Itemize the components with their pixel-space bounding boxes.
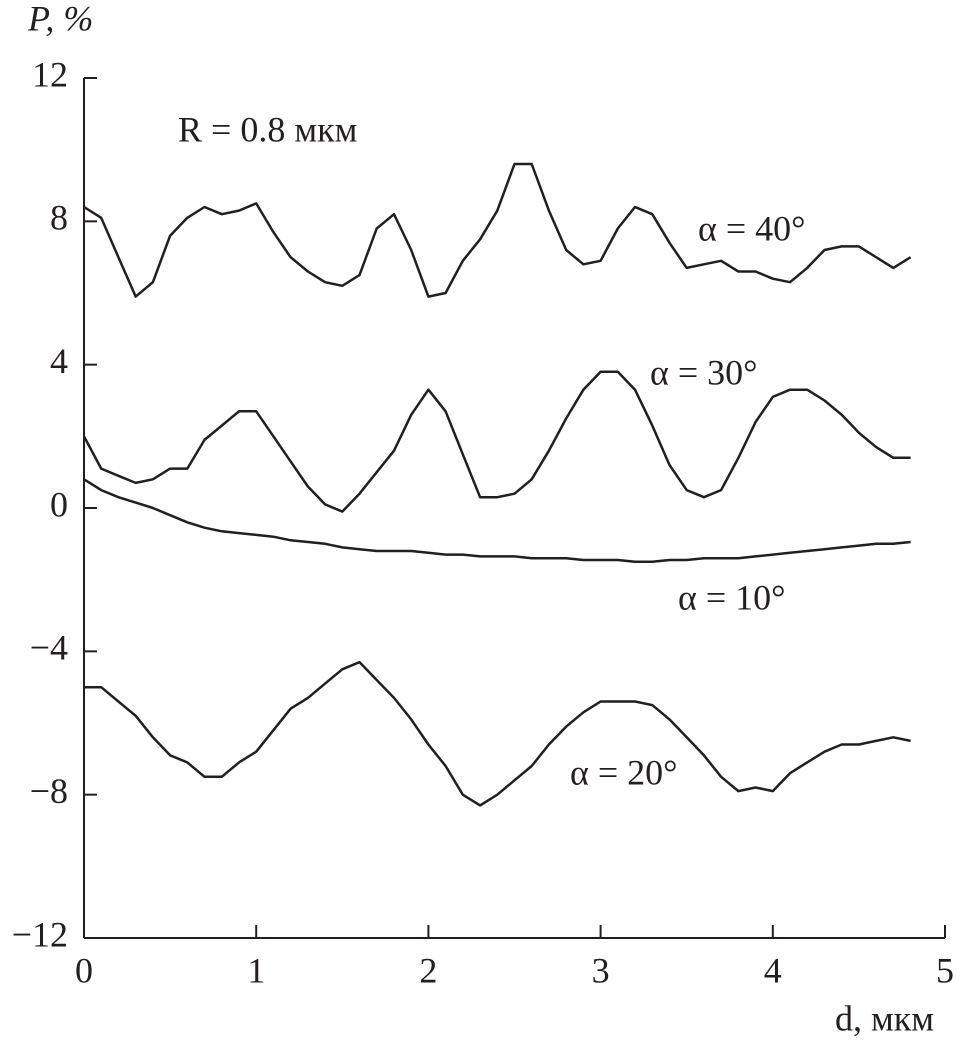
series-label: α = 40° [698,208,806,248]
series-label: α = 30° [650,352,758,392]
series-line [83,478,911,564]
x-axis-label: d, мкм [835,998,934,1038]
y-tick-label: 12 [32,54,68,94]
x-tick-label: 0 [75,950,93,990]
x-tick-label: 4 [764,950,782,990]
y-tick-label: 0 [50,484,68,524]
y-tick-label: −8 [30,771,68,811]
y-tick-label: 4 [50,341,68,381]
x-tick-label: 2 [419,950,437,990]
y-tick-label: −12 [12,914,68,954]
annotation: R = 0.8 мкм [178,109,357,149]
y-tick-label: 8 [50,198,68,238]
y-tick-label: −4 [30,628,68,668]
series-line [82,370,911,513]
series-line [83,162,912,298]
x-tick-label: 1 [247,950,265,990]
x-tick-label: 3 [592,950,610,990]
y-axis-label: P, % [27,0,93,38]
x-tick-label: 5 [936,950,954,990]
series-label: α = 20° [570,752,678,792]
series-label: α = 10° [678,577,786,617]
series-line [84,660,911,807]
